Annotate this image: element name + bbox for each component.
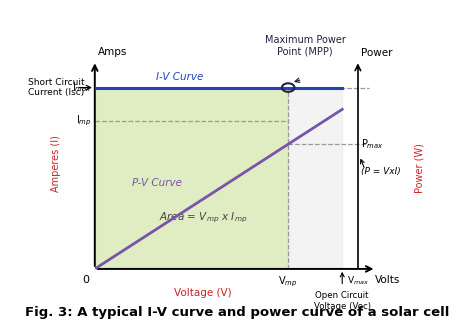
Text: Power: Power bbox=[361, 48, 392, 58]
Text: Power (W): Power (W) bbox=[414, 143, 424, 193]
Text: Fig. 3: A typical I-V curve and power curve of a solar cell: Fig. 3: A typical I-V curve and power cu… bbox=[25, 306, 449, 319]
Text: V$_{max}$: V$_{max}$ bbox=[347, 275, 369, 287]
Text: Maximum Power
Point (MPP): Maximum Power Point (MPP) bbox=[265, 35, 346, 56]
Text: P$_{max}$: P$_{max}$ bbox=[361, 137, 384, 151]
Text: V$_{mp}$: V$_{mp}$ bbox=[279, 275, 298, 289]
Text: Voltage (V): Voltage (V) bbox=[174, 288, 232, 298]
Text: I-V Curve: I-V Curve bbox=[156, 72, 204, 82]
Text: Short Circuit
Current (Isc): Short Circuit Current (Isc) bbox=[28, 78, 85, 97]
Text: Amps: Amps bbox=[98, 47, 127, 57]
Text: (P = VxI): (P = VxI) bbox=[361, 167, 401, 176]
Text: Volts: Volts bbox=[375, 275, 401, 285]
Text: 0: 0 bbox=[82, 275, 90, 285]
Text: I$_{mp}$: I$_{mp}$ bbox=[76, 113, 91, 128]
Text: Open Circuit
Voltage (Voc): Open Circuit Voltage (Voc) bbox=[314, 291, 371, 311]
Text: Amperes (I): Amperes (I) bbox=[51, 135, 62, 192]
Text: I$_{max}$: I$_{max}$ bbox=[72, 81, 91, 95]
Text: Area = V$_{mp}$ x I$_{mp}$: Area = V$_{mp}$ x I$_{mp}$ bbox=[159, 211, 247, 226]
Text: P-V Curve: P-V Curve bbox=[132, 178, 182, 188]
